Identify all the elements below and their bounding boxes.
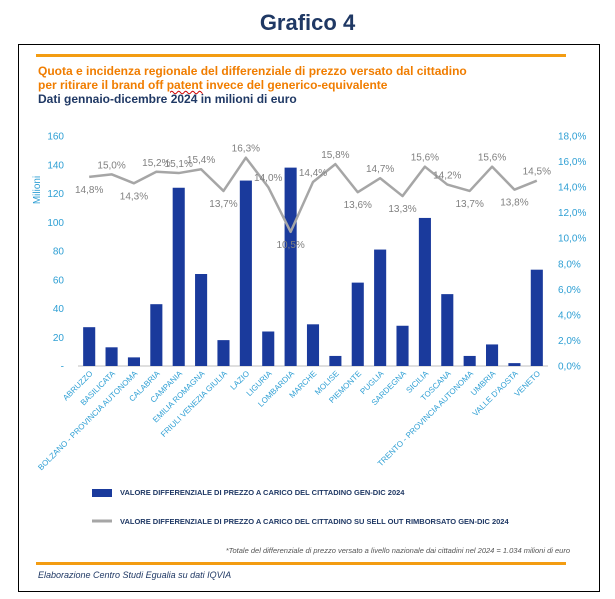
bar [329,355,342,366]
bar [195,274,208,366]
bar [105,347,118,366]
line-series [89,156,538,234]
line-data-label: 14,8% [75,185,103,196]
line-data-label: 16,3% [232,144,260,155]
subtitle-word-patent: patent [166,78,203,92]
bar [172,187,185,366]
y2-tick-label: 16,0% [558,157,586,168]
y2-tick-label: 6,0% [558,285,581,296]
legend-label-bars: VALORE DIFFERENZIALE DI PREZZO A CARICO … [120,488,405,497]
y-tick-label: 160 [47,132,64,143]
bar [284,167,297,366]
line-data-label: 15,2% [142,158,170,169]
y-tick-label: 40 [53,304,65,315]
line-data-label: 14,2% [433,171,461,182]
subtitle-line-2-pre: per ritirare il brand off [38,78,167,92]
bar [217,340,230,366]
bar [463,355,476,366]
bar [83,327,96,366]
bar [262,331,275,366]
y2-tick-label: 18,0% [558,132,586,143]
bar [508,363,521,366]
bar [239,180,252,366]
y-tick-label: 60 [53,275,65,286]
y-tick-label: 80 [53,247,65,258]
y-tick-label: 140 [47,160,64,171]
line-data-label: 13,3% [388,204,416,215]
bottom-divider [36,562,566,565]
subtitle-line-3: Dati gennaio-dicembre 2024 in milioni di… [38,92,297,106]
y2-tick-label: 10,0% [558,234,586,245]
bar [127,357,140,366]
subtitle-line-2: per ritirare il brand off patent invece … [38,78,568,92]
line-data-label: 14,0% [254,173,282,184]
bar [374,249,387,366]
y2-tick-label: 8,0% [558,259,581,270]
line-data-label: 14,3% [120,191,148,202]
y2-tick-label: 14,0% [558,183,586,194]
y-tick-label: 100 [47,218,64,229]
subtitle-line-2-post: invece del generico-equivalente [202,78,388,92]
y2-tick-label: 0,0% [558,362,581,373]
chart-subtitle: Quota e incidenza regionale del differen… [38,64,568,106]
y2-tick-label: 2,0% [558,336,581,347]
footnote: *Totale del differenziale di prezzo vers… [225,546,570,555]
y2-tick-label: 12,0% [558,208,586,219]
page-title: Grafico 4 [259,10,356,35]
line-data-label: 15,8% [321,150,349,161]
top-divider [36,54,566,57]
line-data-label: 15,6% [478,153,506,164]
chart-frame [18,44,600,592]
source-note: Elaborazione Centro Studi Egualia su dat… [38,570,232,580]
bar [306,324,320,366]
y-tick-label: 120 [47,189,64,200]
y-tick-label: 20 [53,333,65,344]
line-data-label: 14,4% [299,168,327,179]
line-data-label: 15,4% [187,155,215,166]
combo-chart: - 20 40 60 80 100 120 140 160 0,0% 2,0% 4,0% 6,0% 8,0… [32,132,586,523]
line-data-label: 13,6% [344,200,372,211]
y-axis-title: Milioni [32,176,43,204]
y-tick-label: - [61,362,64,373]
bar [396,325,409,366]
line-data-label: 13,7% [209,199,237,210]
subtitle-line-1: Quota e incidenza regionale del differen… [38,64,467,78]
bar [441,294,454,366]
line-data-label: 15,6% [411,153,439,164]
y2-tick-label: 4,0% [558,310,581,321]
bar [150,304,163,366]
legend-label-line: VALORE DIFFERENZIALE DI PREZZO A CARICO … [120,517,509,526]
line-data-label: 15,0% [97,160,125,171]
bar [351,282,364,366]
line-data-label: 14,7% [366,164,394,175]
line-data-label: 13,7% [455,199,483,210]
bar [418,217,431,366]
legend-swatch-bars [92,489,112,497]
line-data-label: 13,8% [500,198,528,209]
line-data-label: 14,5% [523,167,551,178]
line-data-label: 15,1% [165,159,193,170]
bar [486,344,499,366]
x-tick-label: BOLZANO - PROVINCIA AUTONOMA [36,369,140,473]
line-data-label: 10,5% [276,240,304,251]
bar [530,269,543,366]
